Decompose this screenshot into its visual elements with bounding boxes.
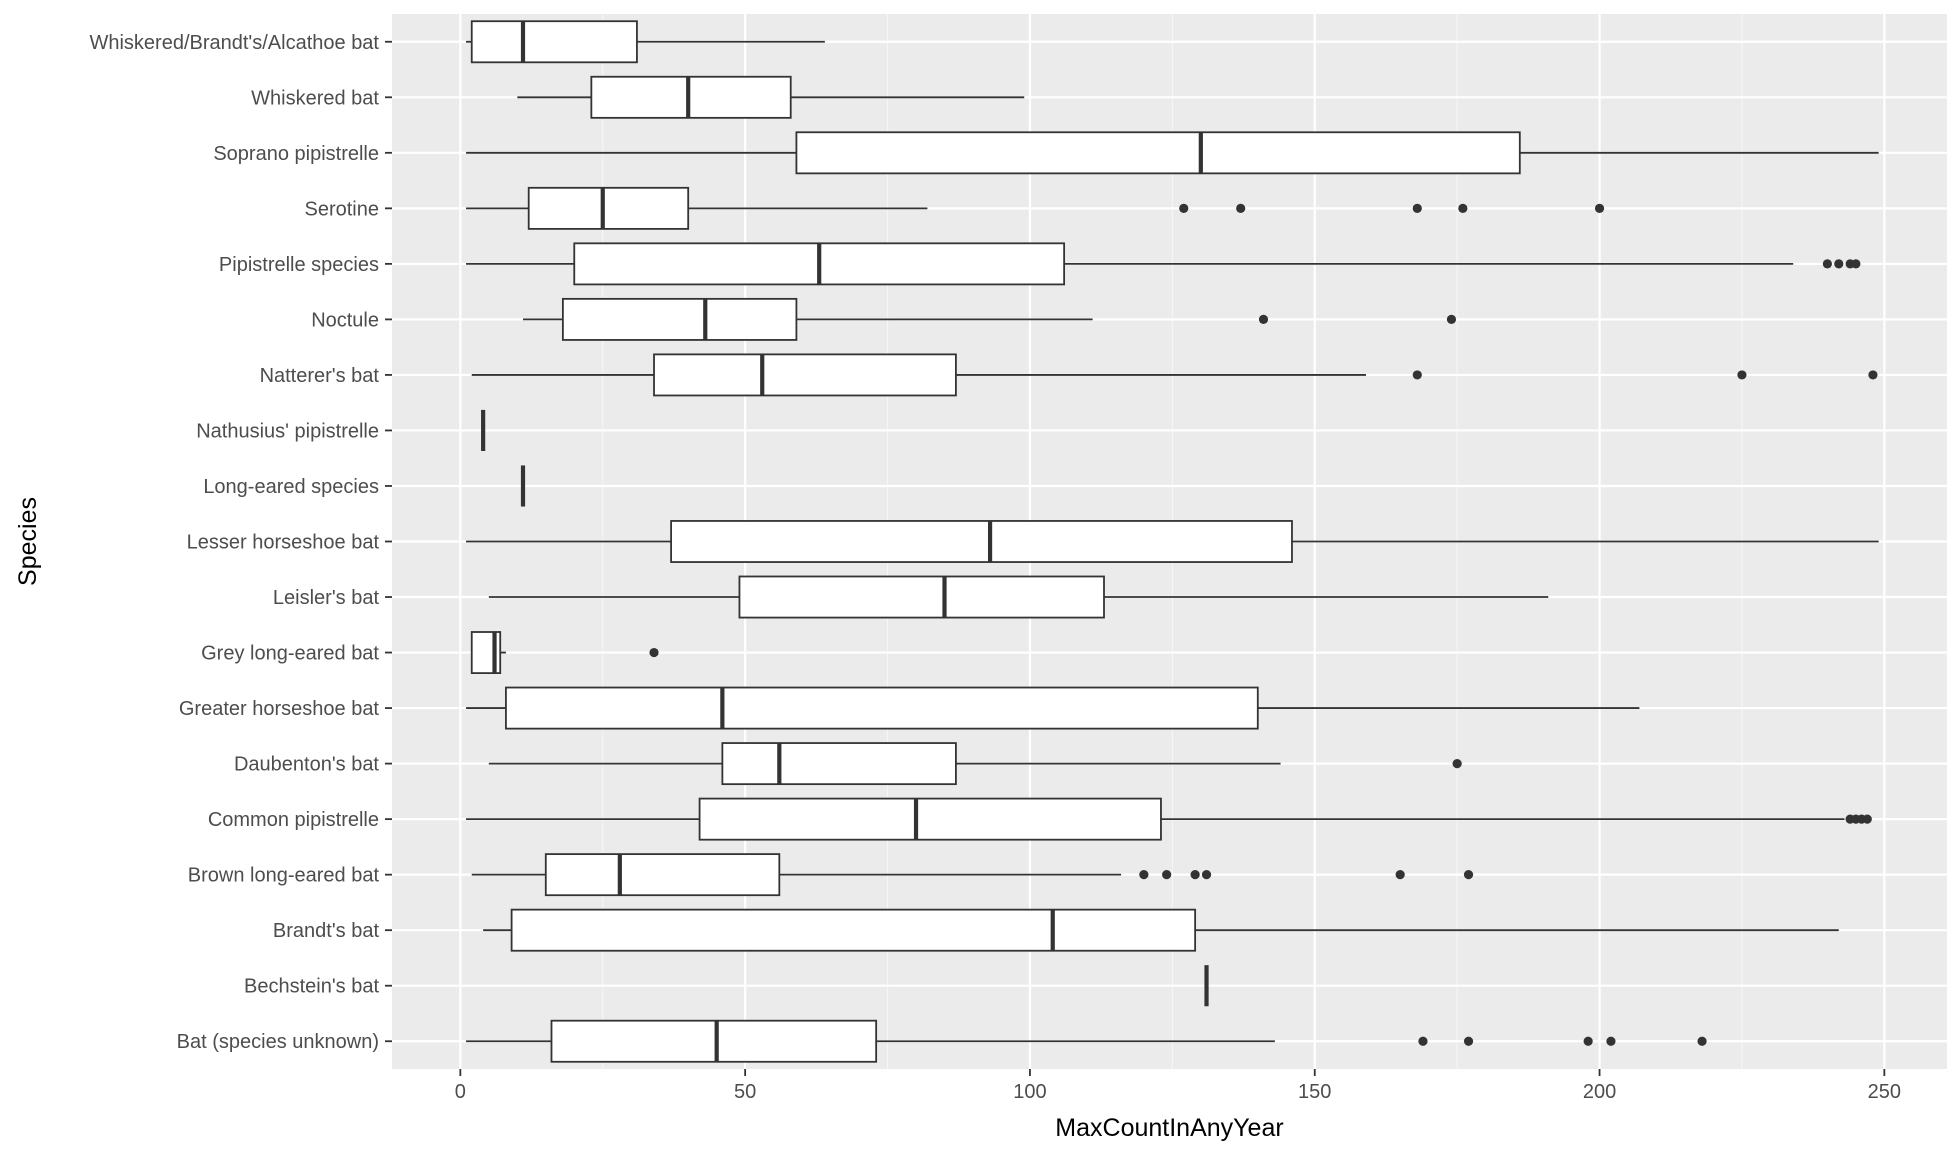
- outlier-point: [1463, 1036, 1474, 1046]
- box-iqr: [795, 131, 1521, 175]
- x-axis-ticks: 0 50 100 150 200 250: [455, 1069, 1901, 1103]
- y-axis-ticks: Whiskered/Brandt's/Alcathoe bat Whiskered…: [89, 32, 392, 1053]
- outlier-point: [649, 647, 659, 658]
- x-tick-label: 150: [1298, 1081, 1331, 1103]
- box-iqr: [670, 520, 1293, 563]
- y-tick-label: Natterer's bat: [260, 365, 380, 387]
- outlier-point: [1862, 814, 1872, 824]
- x-tick-label: 0: [455, 1081, 466, 1103]
- y-tick-label: Greater horseshoe bat: [179, 698, 380, 720]
- y-tick-label: Whiskered bat: [251, 87, 379, 109]
- box-group: [471, 353, 1878, 397]
- outlier-point: [1463, 870, 1474, 880]
- box-iqr: [550, 1019, 878, 1063]
- outlier-point: [1412, 370, 1422, 380]
- box-group: [466, 797, 1872, 841]
- y-tick-label: Nathusius' pipistrelle: [196, 420, 379, 442]
- box-iqr: [561, 297, 798, 341]
- outlier-point: [1190, 870, 1200, 880]
- outlier-point: [1737, 370, 1747, 380]
- box-iqr: [721, 742, 957, 786]
- y-tick-label: Brown long-eared bat: [188, 865, 380, 887]
- y-tick-label: Common pipistrelle: [208, 809, 379, 831]
- outlier-point: [1851, 259, 1861, 269]
- box-group: [488, 742, 1462, 786]
- y-axis-title: Species: [14, 497, 42, 586]
- x-tick-label: 200: [1583, 1081, 1616, 1103]
- outlier-point: [1162, 870, 1172, 880]
- outlier-point: [1236, 203, 1246, 213]
- outlier-point: [1868, 370, 1878, 380]
- outlier-point: [1418, 1036, 1428, 1046]
- x-tick-label: 250: [1868, 1081, 1901, 1103]
- outlier-point: [1446, 314, 1457, 324]
- box-group: [483, 908, 1839, 952]
- y-tick-label: Long-eared species: [203, 476, 379, 498]
- box-iqr: [544, 853, 781, 897]
- outlier-point: [1822, 259, 1832, 269]
- outlier-point: [1452, 759, 1462, 769]
- outlier-point: [1201, 870, 1212, 880]
- box-group: [466, 131, 1879, 175]
- outlier-point: [1458, 203, 1468, 213]
- box-group: [466, 20, 825, 64]
- box-iqr: [738, 575, 1105, 619]
- box-iqr: [505, 686, 1259, 730]
- box-iqr: [470, 20, 638, 64]
- box-group: [466, 686, 1640, 730]
- outlier-point: [1395, 870, 1405, 880]
- box-iqr: [653, 353, 957, 397]
- y-tick-label: Grey long-eared bat: [201, 643, 379, 665]
- box-group: [470, 631, 659, 674]
- outlier-point: [1412, 203, 1422, 213]
- y-tick-label: Serotine: [305, 198, 380, 220]
- y-tick-label: Noctule: [311, 309, 379, 331]
- y-tick-label: Soprano pipistrelle: [213, 143, 379, 165]
- outlier-point: [1179, 203, 1189, 213]
- box-iqr: [698, 797, 1162, 841]
- y-tick-label: Brandt's bat: [273, 920, 380, 942]
- y-tick-label: Pipistrelle species: [219, 254, 379, 276]
- x-axis-title: MaxCountInAnyYear: [1055, 1114, 1283, 1142]
- box-group: [523, 297, 1457, 341]
- box-iqr: [510, 908, 1197, 952]
- y-tick-label: Bat (species unknown): [177, 1031, 379, 1053]
- outlier-point: [1594, 203, 1605, 213]
- outlier-point: [1697, 1036, 1707, 1046]
- box-group: [517, 75, 1025, 119]
- y-tick-label: Bechstein's bat: [244, 976, 379, 998]
- box-group: [466, 186, 1605, 230]
- box-group: [488, 575, 1549, 619]
- x-tick-label: 50: [734, 1081, 756, 1103]
- box-group: [471, 853, 1474, 897]
- outlier-point: [1834, 259, 1844, 269]
- y-tick-label: Whiskered/Brandt's/Alcathoe bat: [89, 32, 379, 54]
- box-group: [466, 1019, 1707, 1063]
- y-tick-label: Lesser horseshoe bat: [187, 532, 380, 554]
- outlier-point: [1258, 314, 1269, 324]
- y-tick-label: Leisler's bat: [273, 587, 380, 609]
- outlier-point: [1583, 1036, 1593, 1046]
- outlier-point: [1139, 870, 1149, 880]
- outlier-point: [1606, 1036, 1616, 1046]
- x-tick-label: 100: [1013, 1081, 1046, 1103]
- box-iqr: [527, 186, 690, 230]
- box-group: [466, 520, 1879, 563]
- box-iqr: [590, 75, 792, 119]
- box-group: [466, 242, 1861, 286]
- boxes-layer: [466, 20, 1879, 1063]
- y-tick-label: Daubenton's bat: [234, 754, 379, 776]
